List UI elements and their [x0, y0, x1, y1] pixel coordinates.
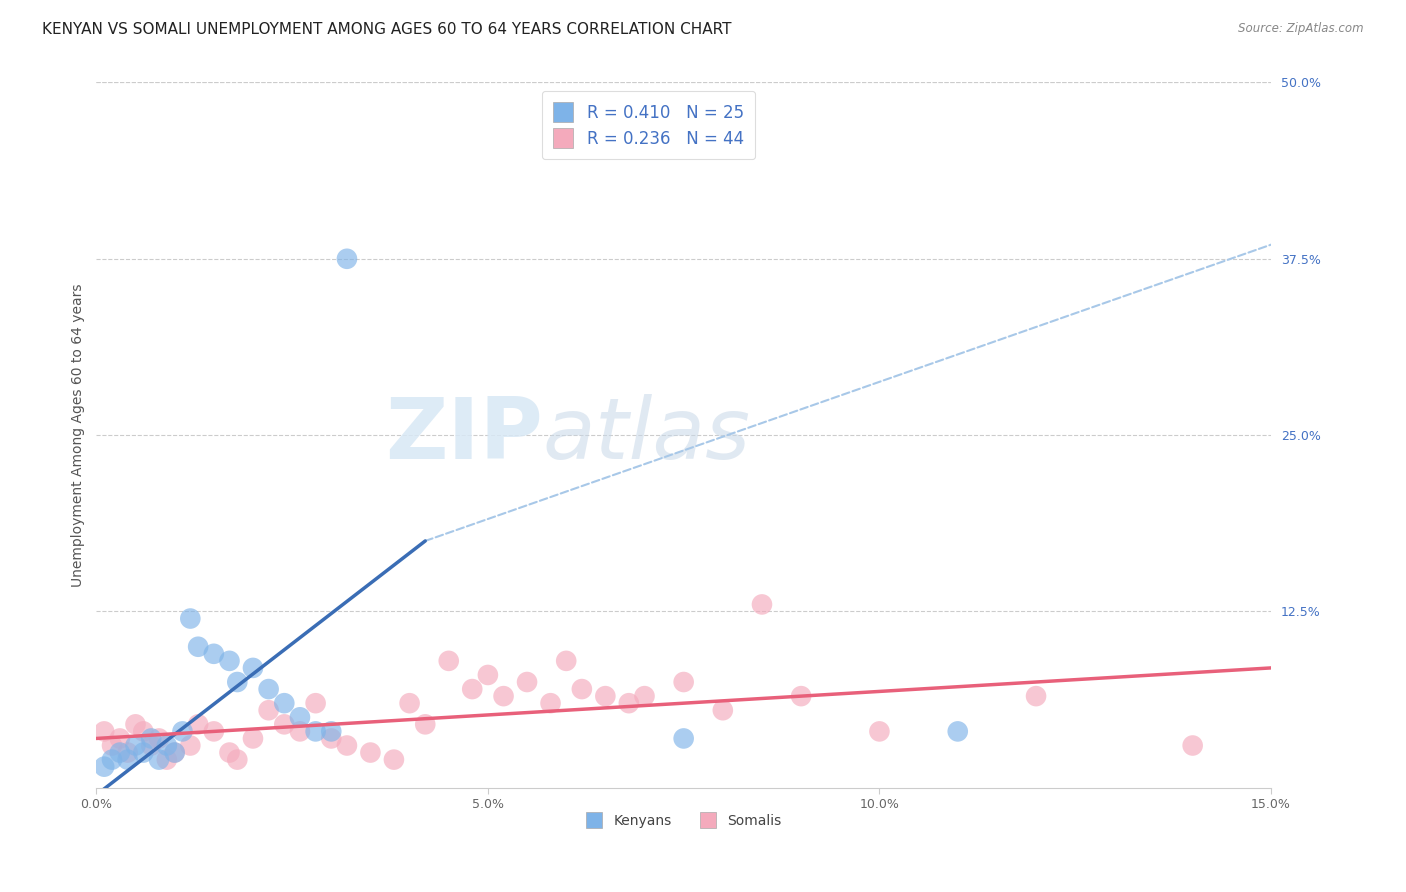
Point	[359, 746, 381, 760]
Point	[595, 689, 617, 703]
Y-axis label: Unemployment Among Ages 60 to 64 years: Unemployment Among Ages 60 to 64 years	[72, 284, 86, 587]
Point	[711, 703, 734, 717]
Point	[516, 675, 538, 690]
Point	[304, 696, 326, 710]
Point	[257, 703, 280, 717]
Point	[437, 654, 460, 668]
Point	[242, 661, 264, 675]
Point	[108, 731, 131, 746]
Point	[218, 654, 240, 668]
Point	[156, 739, 179, 753]
Point	[540, 696, 562, 710]
Point	[288, 724, 311, 739]
Point	[273, 696, 295, 710]
Point	[633, 689, 655, 703]
Point	[187, 640, 209, 654]
Point	[202, 724, 225, 739]
Point	[93, 724, 115, 739]
Point	[492, 689, 515, 703]
Point	[413, 717, 436, 731]
Point	[156, 753, 179, 767]
Point	[172, 724, 194, 739]
Point	[790, 689, 813, 703]
Point	[202, 647, 225, 661]
Point	[672, 675, 695, 690]
Point	[124, 717, 146, 731]
Point	[108, 746, 131, 760]
Point	[321, 731, 343, 746]
Point	[398, 696, 420, 710]
Point	[101, 753, 124, 767]
Text: atlas: atlas	[543, 393, 751, 476]
Point	[226, 753, 249, 767]
Point	[187, 717, 209, 731]
Point	[93, 759, 115, 773]
Point	[336, 739, 359, 753]
Point	[117, 753, 139, 767]
Point	[946, 724, 969, 739]
Text: ZIP: ZIP	[385, 393, 543, 476]
Point	[179, 739, 201, 753]
Point	[179, 611, 201, 625]
Point	[101, 739, 124, 753]
Point	[273, 717, 295, 731]
Text: Source: ZipAtlas.com: Source: ZipAtlas.com	[1239, 22, 1364, 36]
Point	[1181, 739, 1204, 753]
Point	[461, 682, 484, 697]
Point	[304, 724, 326, 739]
Point	[571, 682, 593, 697]
Point	[242, 731, 264, 746]
Point	[163, 746, 186, 760]
Point	[672, 731, 695, 746]
Point	[163, 746, 186, 760]
Point	[617, 696, 640, 710]
Point	[288, 710, 311, 724]
Point	[226, 675, 249, 690]
Point	[751, 598, 773, 612]
Point	[218, 746, 240, 760]
Point	[148, 753, 170, 767]
Point	[868, 724, 890, 739]
Point	[555, 654, 578, 668]
Point	[132, 746, 155, 760]
Point	[132, 724, 155, 739]
Point	[124, 739, 146, 753]
Point	[257, 682, 280, 697]
Text: KENYAN VS SOMALI UNEMPLOYMENT AMONG AGES 60 TO 64 YEARS CORRELATION CHART: KENYAN VS SOMALI UNEMPLOYMENT AMONG AGES…	[42, 22, 731, 37]
Point	[336, 252, 359, 266]
Point	[477, 668, 499, 682]
Point	[117, 746, 139, 760]
Point	[1025, 689, 1047, 703]
Point	[141, 731, 163, 746]
Point	[382, 753, 405, 767]
Legend: Kenyans, Somalis: Kenyans, Somalis	[581, 806, 787, 834]
Point	[321, 724, 343, 739]
Point	[148, 731, 170, 746]
Point	[141, 739, 163, 753]
